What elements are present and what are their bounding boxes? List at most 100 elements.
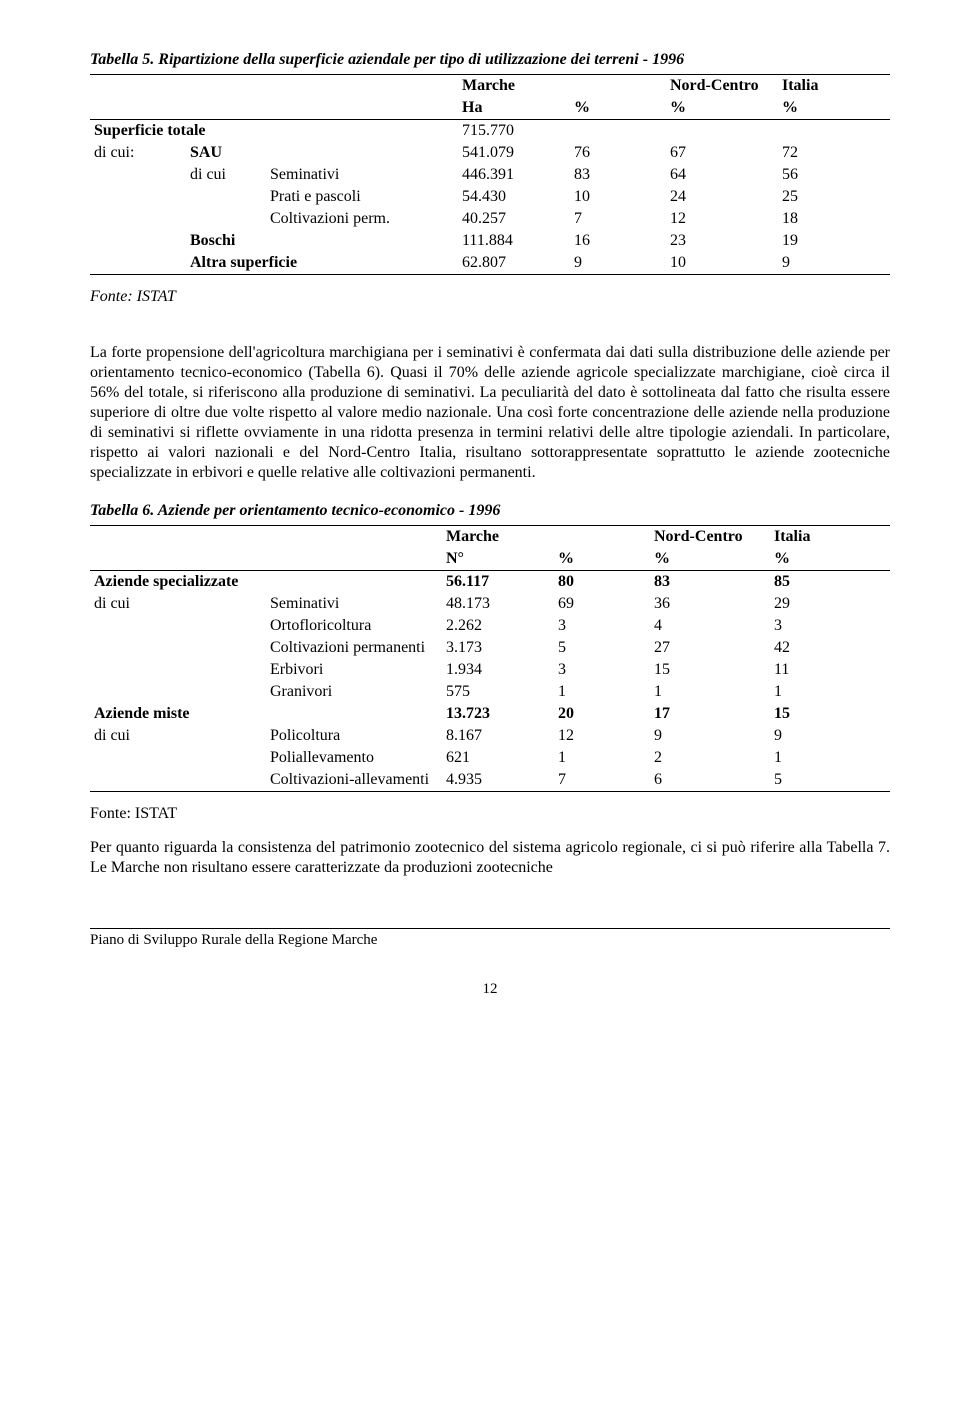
t6-col-pct3: %: [770, 548, 890, 571]
t6-colta-p1: 7: [554, 769, 650, 792]
t5-sau-p2: 67: [666, 142, 778, 164]
t6-col-marche: Marche: [442, 526, 554, 549]
t5-prati-p2: 24: [666, 186, 778, 208]
t6-gran-n: 575: [442, 681, 554, 703]
t6-spec-p3: 85: [770, 571, 890, 594]
t6-colta-p3: 5: [770, 769, 890, 792]
t6-col-n: N°: [442, 548, 554, 571]
t6-miste-n: 13.723: [442, 703, 554, 725]
page-number: 12: [90, 980, 890, 999]
t5-row-sau: di cui: SAU 541.079 76 67 72: [90, 142, 890, 164]
t6-erb-n: 1.934: [442, 659, 554, 681]
footer-text: Piano di Sviluppo Rurale della Regione M…: [90, 928, 890, 950]
t6-orto-p2: 4: [650, 615, 770, 637]
t5-colt-p2: 12: [666, 208, 778, 230]
t5-colt-p3: 18: [778, 208, 890, 230]
t5-boschi-p2: 23: [666, 230, 778, 252]
table6-caption: Tabella 6. Aziende per orientamento tecn…: [90, 501, 890, 521]
t6-col-pct1: %: [554, 548, 650, 571]
t6-row-polia: Poliallevamento 621 1 2 1: [90, 747, 890, 769]
t5-col-marche: Marche: [458, 75, 570, 98]
t6-dicui2: di cui: [90, 725, 266, 747]
t6-polia-p1: 1: [554, 747, 650, 769]
t5-row-prati: Prati e pascoli 54.430 10 24 25: [90, 186, 890, 208]
t6-row-gran: Granivori 575 1 1 1: [90, 681, 890, 703]
t6-orto-p3: 3: [770, 615, 890, 637]
t5-col-pct2: %: [666, 97, 778, 120]
t5-row-altra: Altra superficie 62.807 9 10 9: [90, 252, 890, 275]
t6-row-colt: Coltivazioni permanenti 3.173 5 27 42: [90, 637, 890, 659]
t6-col-pct2: %: [650, 548, 770, 571]
t6-spec-p1: 80: [554, 571, 650, 594]
t6-sem-p3: 29: [770, 593, 890, 615]
t6-erb-p3: 11: [770, 659, 890, 681]
t5-row-superficie: Superficie totale 715.770: [90, 120, 890, 143]
paragraph-1: La forte propensione dell'agricoltura ma…: [90, 343, 890, 483]
t6-colta-p2: 6: [650, 769, 770, 792]
t6-spec-label: Aziende specializzate: [90, 571, 442, 594]
t5-sau-label: SAU: [186, 142, 458, 164]
t6-polia-p2: 2: [650, 747, 770, 769]
t5-dicui: di cui:: [90, 142, 186, 164]
t5-colt-ha: 40.257: [458, 208, 570, 230]
t5-col-nordcentro: Nord-Centro: [666, 75, 778, 98]
t5-dicui2: di cui: [186, 164, 266, 186]
t6-sem-label: Seminativi: [266, 593, 442, 615]
t5-boschi-p3: 19: [778, 230, 890, 252]
t6-poli-p1: 12: [554, 725, 650, 747]
t6-poli-label: Policoltura: [266, 725, 442, 747]
t6-erb-p2: 15: [650, 659, 770, 681]
t5-altra-p2: 10: [666, 252, 778, 275]
table5-caption: Tabella 5. Ripartizione della superficie…: [90, 50, 890, 70]
t6-sem-p2: 36: [650, 593, 770, 615]
table5: Marche Nord-Centro Italia Ha % % % Super…: [90, 74, 890, 275]
t6-gran-p1: 1: [554, 681, 650, 703]
t6-miste-label: Aziende miste: [90, 703, 442, 725]
t5-prati-label: Prati e pascoli: [266, 186, 458, 208]
t6-polia-label: Poliallevamento: [266, 747, 442, 769]
t6-gran-p3: 1: [770, 681, 890, 703]
t6-row-erb: Erbivori 1.934 3 15 11: [90, 659, 890, 681]
t5-prati-ha: 54.430: [458, 186, 570, 208]
t5-col-pct3: %: [778, 97, 890, 120]
t6-sem-p1: 69: [554, 593, 650, 615]
t5-sem-p2: 64: [666, 164, 778, 186]
t5-altra-p3: 9: [778, 252, 890, 275]
t5-boschi-p1: 16: [570, 230, 666, 252]
t5-row-colt: Coltivazioni perm. 40.257 7 12 18: [90, 208, 890, 230]
t6-colt-p3: 42: [770, 637, 890, 659]
t5-row-sem: di cui Seminativi 446.391 83 64 56: [90, 164, 890, 186]
t6-poli-p2: 9: [650, 725, 770, 747]
t6-gran-label: Granivori: [266, 681, 442, 703]
t5-sau-p3: 72: [778, 142, 890, 164]
t5-sem-p1: 83: [570, 164, 666, 186]
t5-sem-p3: 56: [778, 164, 890, 186]
t5-col-pct1: %: [570, 97, 666, 120]
t6-row-sem: di cui Seminativi 48.173 69 36 29: [90, 593, 890, 615]
t6-miste-p3: 15: [770, 703, 890, 725]
t5-superficie-ha: 715.770: [458, 120, 570, 143]
table6-source: Fonte: ISTAT: [90, 804, 890, 824]
t5-row-boschi: Boschi 111.884 16 23 19: [90, 230, 890, 252]
t6-polia-n: 621: [442, 747, 554, 769]
t6-col-nordcentro: Nord-Centro: [650, 526, 770, 549]
t6-dicui: di cui: [90, 593, 266, 615]
t6-row-colta: Coltivazioni-allevamenti 4.935 7 6 5: [90, 769, 890, 792]
t6-orto-label: Ortofloricoltura: [266, 615, 442, 637]
t5-boschi-label: Boschi: [186, 230, 458, 252]
t5-sem-ha: 446.391: [458, 164, 570, 186]
t6-col-italia: Italia: [770, 526, 890, 549]
t6-erb-p1: 3: [554, 659, 650, 681]
t5-col-italia: Italia: [778, 75, 890, 98]
t5-altra-label: Altra superficie: [186, 252, 458, 275]
t6-polia-p3: 1: [770, 747, 890, 769]
t6-row-orto: Ortofloricoltura 2.262 3 4 3: [90, 615, 890, 637]
t6-miste-p1: 20: [554, 703, 650, 725]
t6-colt-p1: 5: [554, 637, 650, 659]
t5-prati-p3: 25: [778, 186, 890, 208]
t5-sau-ha: 541.079: [458, 142, 570, 164]
t5-altra-ha: 62.807: [458, 252, 570, 275]
paragraph-2: Per quanto riguarda la consistenza del p…: [90, 838, 890, 878]
t6-row-poli: di cui Policoltura 8.167 12 9 9: [90, 725, 890, 747]
t5-sau-p1: 76: [570, 142, 666, 164]
